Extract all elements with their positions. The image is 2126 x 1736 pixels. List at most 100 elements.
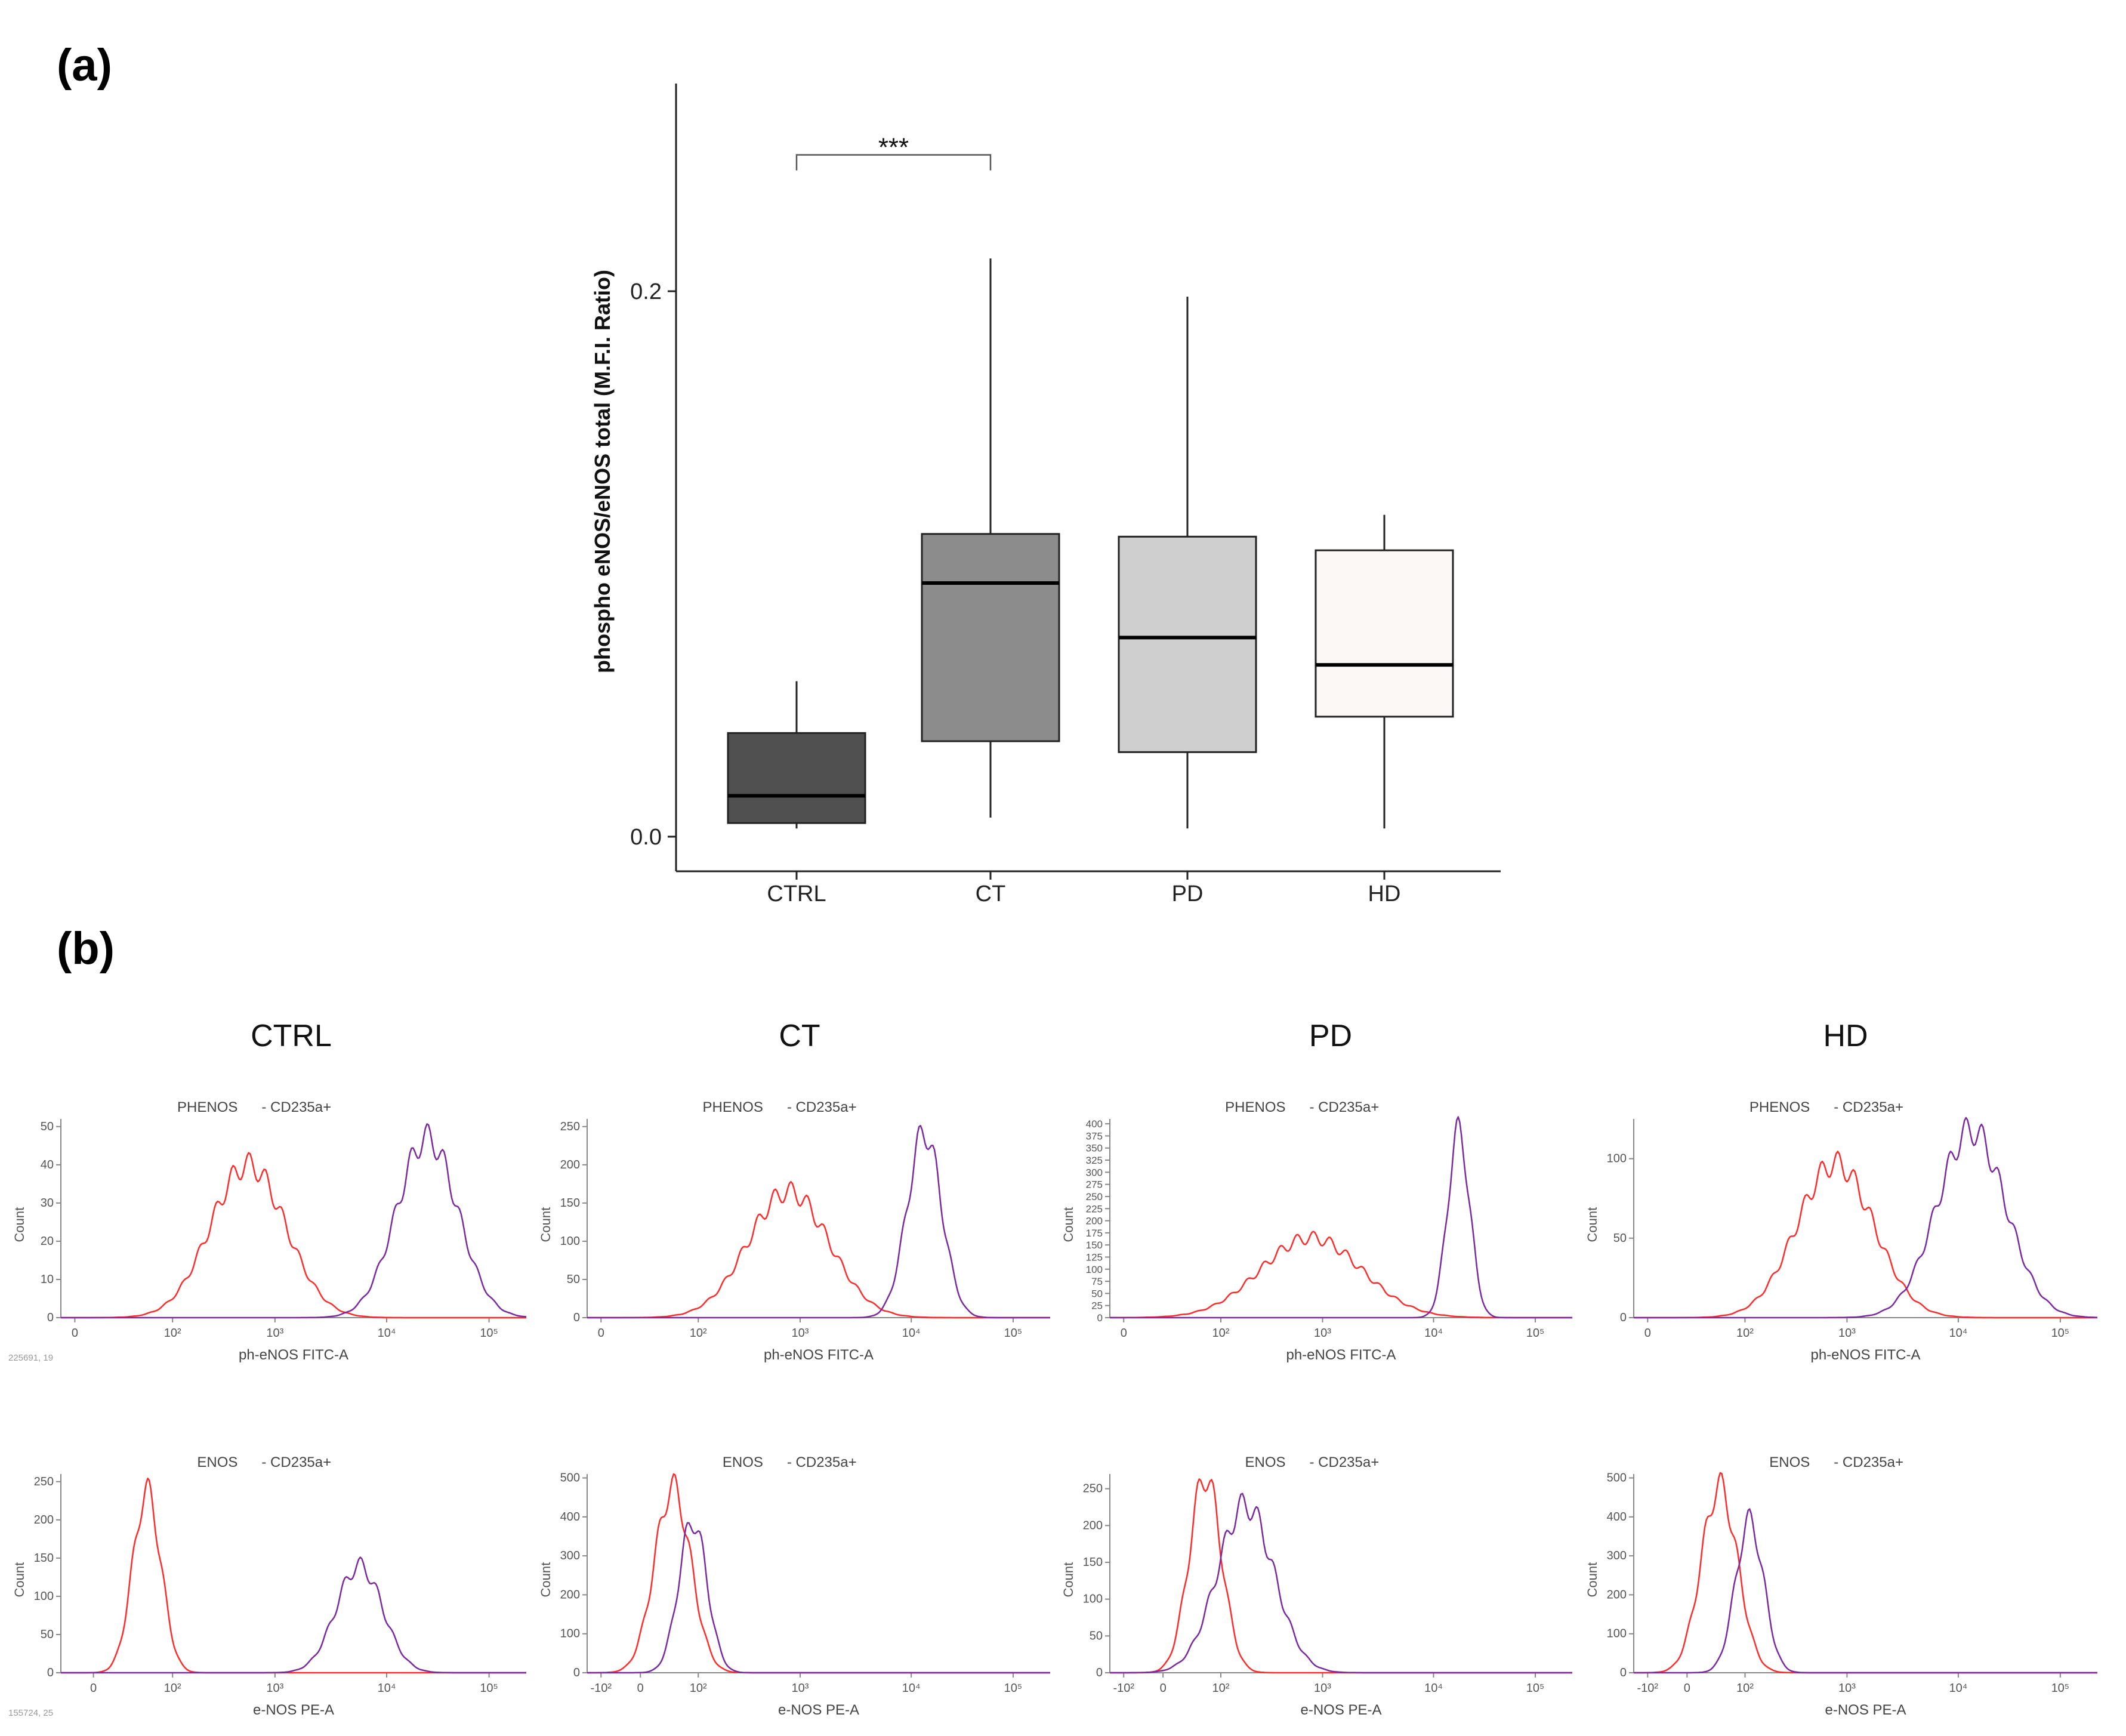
hist-x-tick-label: 10⁵ — [2051, 1327, 2070, 1340]
histogram-ctrl-enos: 0 50 100 150 200 250 0 10² 10³ 10⁴ 10⁵ Count ENOS - C… — [8, 1454, 526, 1718]
hist-y-tick-label: 300 — [1086, 1167, 1103, 1178]
hist-y-tick-label: 0 — [573, 1311, 580, 1324]
histogram-curve-stained — [61, 1123, 527, 1319]
hist-y-tick-label: 150 — [1083, 1556, 1103, 1569]
hist-marker-name: PHENOS — [1225, 1099, 1285, 1115]
group-title-hd: HD — [1823, 1019, 1868, 1053]
hist-gate-label: - CD235a+ — [1310, 1454, 1380, 1470]
hist-y-tick-label: 400 — [560, 1510, 580, 1524]
hist-y-tick-label: 100 — [560, 1235, 580, 1248]
hist-y-tick-label: 150 — [34, 1552, 54, 1565]
hist-y-tick-label: 0 — [573, 1666, 580, 1679]
histogram-hd-phenos: 0 50 100 0 10² 10³ 10⁴ 10⁵ Count PHENOS - CD235a+ p… — [1585, 1099, 2097, 1363]
histogram-curve-stained — [1110, 1116, 1572, 1319]
hist-y-tick-label: 200 — [34, 1513, 54, 1527]
hist-x-tick-label: 10² — [1736, 1327, 1754, 1340]
hist-x-tick-label: 10⁵ — [480, 1327, 498, 1340]
hist-y-tick-label: 0 — [1620, 1311, 1627, 1324]
hist-x-tick-label: 10⁵ — [1004, 1327, 1023, 1340]
hist-y-tick-label: 200 — [1607, 1588, 1627, 1601]
hist-y-tick-label: 225 — [1086, 1203, 1103, 1214]
hist-y-tick-label: 100 — [560, 1627, 580, 1641]
hist-x-tick-label: 0 — [1121, 1327, 1127, 1340]
hist-marker-name: PHENOS — [177, 1099, 237, 1115]
x-tick-label: CT — [976, 881, 1006, 906]
hist-x-tick-label: 10² — [1736, 1682, 1754, 1695]
box-pd — [1118, 535, 1257, 753]
hist-x-tick-label: 10³ — [792, 1327, 809, 1340]
hist-y-tick-label: 100 — [1607, 1627, 1627, 1641]
hist-y-tick-label: 375 — [1086, 1130, 1103, 1142]
hist-y-tick-label: 30 — [41, 1197, 54, 1210]
hist-count-label: Count — [1585, 1207, 1600, 1242]
hist-y-tick-label: 50 — [1091, 1288, 1103, 1299]
hist-x-tick-label: 0 — [637, 1682, 644, 1695]
hist-marker-name: ENOS — [197, 1454, 237, 1470]
y-axis-title: phospho eNOS/eNOS total (M.F.I. Ratio) — [590, 270, 615, 673]
histogram-curve-unstained — [587, 1473, 1050, 1674]
hist-y-tick-label: 100 — [1083, 1593, 1103, 1606]
x-tick-label: HD — [1368, 881, 1401, 906]
histogram-curve-stained — [1110, 1493, 1572, 1674]
hist-x-axis-title: ph-eNOS FITC-A — [764, 1347, 874, 1363]
hist-y-tick-label: 400 — [1607, 1510, 1627, 1524]
hist-y-tick-label: 400 — [1086, 1118, 1103, 1130]
hist-y-tick-label: 250 — [560, 1120, 580, 1133]
hist-x-tick-label: 10⁵ — [1526, 1682, 1545, 1695]
box-ct — [921, 533, 1060, 742]
hist-x-tick-label: 10⁴ — [1949, 1327, 1967, 1340]
hist-y-tick-label: 50 — [41, 1120, 54, 1133]
histogram-curve-stained — [1634, 1508, 2097, 1674]
box-plot-chart: 0.00.20.4phospho eNOS/eNOS total (M.F.I.… — [590, 84, 1501, 906]
hist-y-tick-label: 325 — [1086, 1155, 1103, 1166]
event-count-label: 225691, 19 — [8, 1353, 53, 1363]
hist-gate-label: - CD235a+ — [1310, 1099, 1380, 1115]
hist-x-tick-label: 0 — [598, 1327, 604, 1340]
hist-x-tick-label: 10² — [164, 1327, 181, 1340]
hist-x-tick-label: 10⁴ — [1424, 1682, 1443, 1695]
hist-x-tick-label: -10² — [1113, 1682, 1134, 1695]
x-tick-label: PD — [1172, 881, 1204, 906]
hist-x-axis-title: ph-eNOS FITC-A — [1810, 1347, 1920, 1363]
histogram-curve-unstained — [1110, 1478, 1572, 1674]
y-tick-label: 0.2 — [630, 279, 662, 304]
hist-x-axis-title: e-NOS PE-A — [1300, 1702, 1381, 1718]
y-tick-label: 0.0 — [630, 825, 662, 850]
hist-y-tick-label: 150 — [560, 1197, 580, 1210]
box-hd — [1315, 549, 1454, 718]
hist-gate-label: - CD235a+ — [787, 1099, 857, 1115]
hist-gate-label: - CD235a+ — [1834, 1099, 1903, 1115]
hist-gate-label: - CD235a+ — [261, 1454, 331, 1470]
hist-x-tick-label: 0 — [72, 1327, 78, 1340]
histogram-curve-stained — [587, 1124, 1050, 1319]
histogram-ctrl-phenos: 0 10 20 30 40 50 0 10² 10³ 10⁴ 10⁵ Count PHENOS - CD2… — [8, 1099, 527, 1363]
hist-y-tick-label: 275 — [1086, 1179, 1103, 1191]
hist-x-tick-label: 10² — [690, 1682, 707, 1695]
hist-y-tick-label: 0 — [47, 1311, 54, 1324]
hist-y-tick-label: 250 — [1086, 1191, 1103, 1202]
significance-bracket — [795, 154, 992, 171]
hist-gate-label: - CD235a+ — [787, 1454, 857, 1470]
hist-y-tick-label: 50 — [567, 1273, 580, 1286]
hist-marker-name: PHENOS — [703, 1099, 763, 1115]
hist-x-tick-label: 10⁴ — [1424, 1327, 1443, 1340]
hist-x-tick-label: 10³ — [1314, 1682, 1331, 1695]
panel-a-label: (a) — [57, 40, 112, 91]
hist-x-tick-label: 10⁴ — [378, 1682, 396, 1695]
hist-y-tick-label: 200 — [1086, 1216, 1103, 1227]
hist-x-tick-label: 0 — [1644, 1327, 1651, 1340]
panel-b-label: (b) — [57, 923, 115, 974]
hist-y-tick-label: 250 — [34, 1475, 54, 1488]
histogram-curve-unstained — [61, 1478, 526, 1674]
hist-count-label: Count — [538, 1207, 553, 1242]
hist-x-axis-title: ph-eNOS FITC-A — [239, 1347, 348, 1363]
hist-x-axis-title: ph-eNOS FITC-A — [1286, 1347, 1396, 1363]
hist-x-tick-label: 10³ — [792, 1682, 809, 1695]
hist-y-tick-label: 100 — [1086, 1264, 1103, 1275]
hist-x-tick-label: 0 — [90, 1682, 97, 1695]
hist-y-tick-label: 200 — [560, 1158, 580, 1171]
hist-y-tick-label: 350 — [1086, 1143, 1103, 1154]
hist-y-tick-label: 175 — [1086, 1228, 1103, 1239]
hist-x-tick-label: 10⁴ — [1949, 1682, 1967, 1695]
